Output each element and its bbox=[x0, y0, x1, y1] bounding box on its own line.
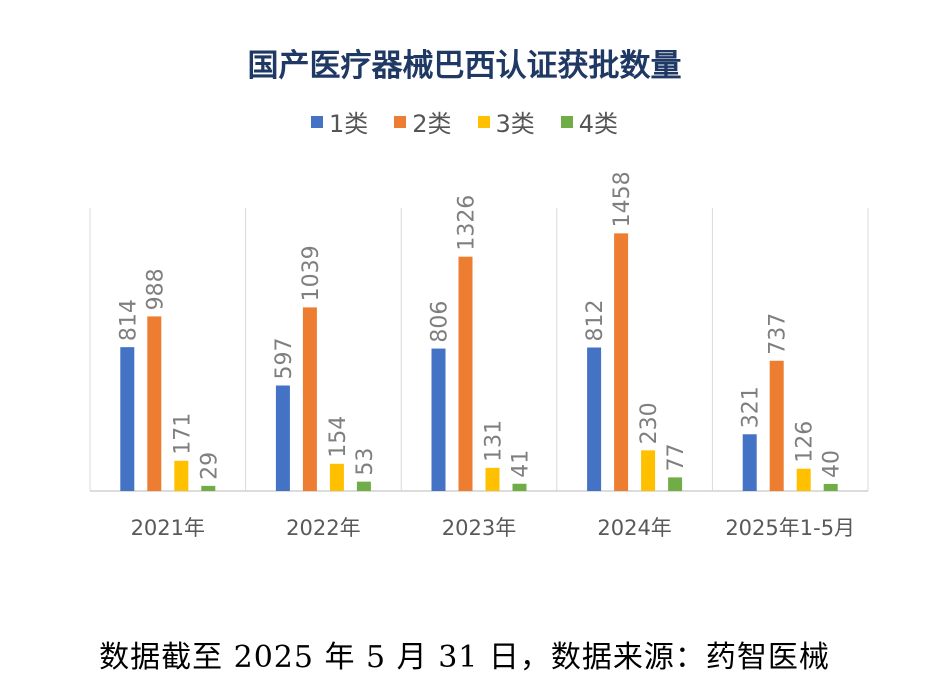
x-tick-label: 2024年 bbox=[597, 516, 671, 540]
data-label: 41 bbox=[509, 450, 534, 478]
data-label: 230 bbox=[637, 402, 662, 444]
data-label: 77 bbox=[664, 443, 689, 471]
bar-1-2023年 bbox=[431, 348, 446, 491]
bar-4-2025年1-5月 bbox=[823, 483, 838, 491]
bar-1-2022年 bbox=[275, 385, 290, 491]
chart-title: 国产医疗器械巴西认证获批数量 bbox=[247, 48, 682, 84]
data-label: 806 bbox=[428, 301, 453, 343]
legend-label: 4类 bbox=[578, 110, 619, 138]
legend-swatch bbox=[560, 115, 573, 128]
bar-3-2022年 bbox=[329, 463, 344, 491]
legend-swatch bbox=[477, 115, 490, 128]
data-label: 1326 bbox=[455, 195, 480, 251]
bar-1-2024年 bbox=[587, 347, 602, 491]
bar-1-2025年1-5月 bbox=[742, 434, 757, 491]
x-tick-label: 2021年 bbox=[131, 516, 205, 540]
bar-2-2024年 bbox=[614, 233, 629, 491]
x-tick-label: 2025年1-5月 bbox=[725, 516, 855, 540]
data-label: 171 bbox=[170, 413, 195, 455]
bar-1-2021年 bbox=[120, 347, 135, 491]
legend-item-1: 1类 bbox=[310, 104, 369, 139]
legend-item-3: 3类 bbox=[477, 104, 535, 139]
legend: 1类 2类 3类 4类 bbox=[0, 104, 929, 139]
bar-3-2024年 bbox=[641, 450, 656, 491]
data-label: 126 bbox=[793, 421, 818, 463]
bar-3-2023年 bbox=[485, 467, 500, 491]
data-label: 737 bbox=[766, 313, 791, 355]
data-label: 53 bbox=[353, 448, 378, 476]
data-label: 321 bbox=[739, 386, 764, 428]
bar-4-2022年 bbox=[356, 481, 371, 491]
bar-3-2025年1-5月 bbox=[796, 468, 811, 491]
bar-4-2024年 bbox=[668, 477, 683, 491]
x-tick-label: 2023年 bbox=[442, 516, 516, 540]
data-label: 1039 bbox=[299, 245, 324, 301]
data-label: 597 bbox=[272, 338, 297, 380]
data-label: 131 bbox=[482, 420, 507, 462]
data-label: 814 bbox=[116, 299, 141, 341]
bar-4-2021年 bbox=[201, 485, 216, 491]
legend-label: 3类 bbox=[495, 110, 535, 138]
footnote: 数据截至 2025 年 5 月 31 日，数据来源：药智医械 bbox=[99, 640, 830, 675]
data-label: 812 bbox=[583, 300, 608, 342]
data-label: 29 bbox=[197, 452, 222, 480]
data-label: 40 bbox=[820, 450, 845, 478]
data-label: 1458 bbox=[610, 171, 635, 227]
bar-2-2025年1-5月 bbox=[769, 360, 784, 491]
legend-swatch bbox=[394, 115, 407, 128]
bar-2-2023年 bbox=[458, 256, 473, 491]
bar-2-2022年 bbox=[302, 307, 317, 491]
data-label: 154 bbox=[326, 416, 351, 458]
legend-label: 1类 bbox=[328, 110, 369, 138]
x-tick-label: 2022年 bbox=[286, 516, 360, 540]
data-label: 988 bbox=[143, 268, 168, 310]
bar-3-2021年 bbox=[174, 460, 189, 491]
legend-item-2: 2类 bbox=[394, 104, 452, 139]
legend-item-4: 4类 bbox=[560, 104, 619, 139]
bar-4-2023年 bbox=[512, 483, 527, 491]
legend-swatch bbox=[310, 115, 323, 128]
legend-label: 2类 bbox=[412, 110, 452, 138]
bar-2-2021年 bbox=[147, 316, 162, 491]
